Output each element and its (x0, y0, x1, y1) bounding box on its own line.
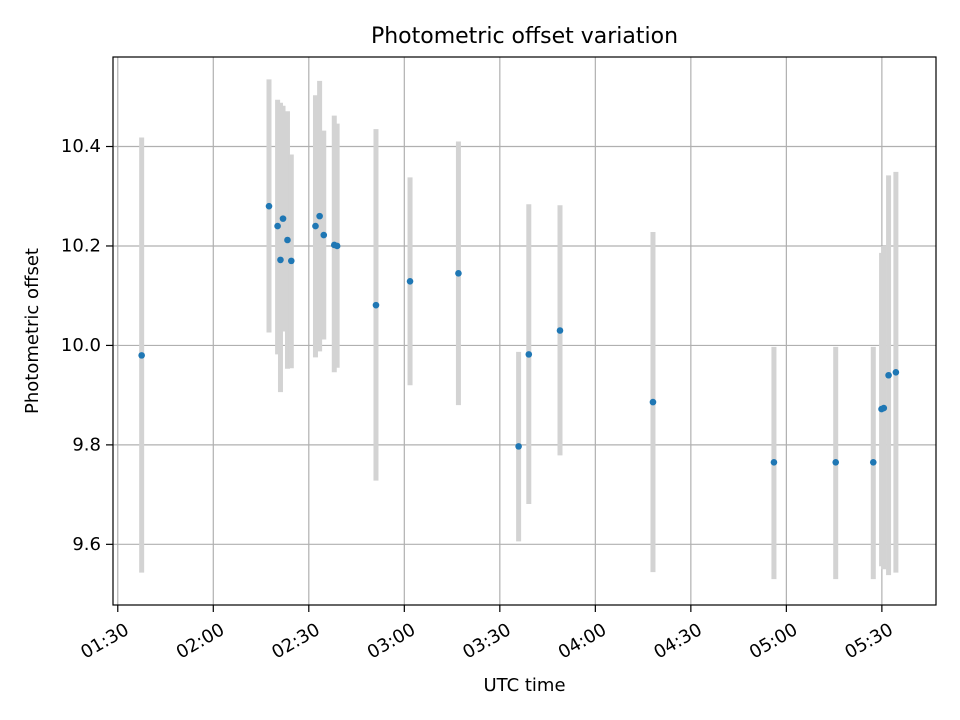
data-point (287, 257, 295, 265)
data-point (455, 270, 462, 277)
x-tick-label: 02:00 (173, 619, 228, 663)
x-tick-label: 04:00 (555, 619, 610, 663)
data-point-layer (138, 202, 900, 466)
data-point (880, 404, 888, 412)
x-tick-label: 03:30 (459, 619, 514, 663)
data-point (333, 242, 341, 250)
x-tick-label: 01:30 (77, 619, 132, 663)
data-point (515, 443, 522, 450)
data-point (556, 327, 564, 334)
data-point (406, 277, 414, 285)
x-tick-label: 04:30 (650, 619, 705, 663)
y-tick-label: 9.6 (72, 534, 101, 555)
data-point (312, 222, 319, 230)
data-point (279, 215, 287, 222)
data-point (372, 301, 380, 309)
data-point (265, 202, 273, 210)
data-point (316, 212, 323, 220)
plot-frame (112, 56, 937, 606)
chart-title: Photometric offset variation (371, 24, 678, 49)
x-axis-label: UTC time (483, 675, 565, 696)
data-point (869, 458, 877, 466)
data-point (138, 352, 145, 359)
tick-layer: 01:30 02:00 02:30 03:00 03:30 04:00 04:30 05:00… (61, 136, 897, 663)
x-tick-label: 03:00 (364, 619, 419, 663)
data-point (892, 368, 900, 376)
data-point (885, 371, 892, 379)
grid-layer (113, 57, 936, 605)
data-point (770, 458, 778, 466)
y-tick-label: 10.4 (61, 136, 101, 157)
y-tick-label: 9.8 (72, 434, 101, 455)
x-tick-label: 02:30 (268, 619, 323, 663)
data-point (320, 231, 328, 239)
data-point (525, 351, 533, 358)
data-point (649, 398, 657, 406)
y-tick-label: 10.2 (61, 235, 101, 256)
y-axis-label: Photometric offset (22, 248, 43, 414)
error-bar-layer (139, 79, 899, 580)
y-tick-label: 10.0 (61, 335, 101, 356)
x-tick-label: 05:30 (841, 619, 896, 663)
data-point (284, 236, 291, 244)
data-point (277, 256, 284, 264)
data-point (274, 222, 281, 230)
x-tick-label: 05:00 (746, 619, 801, 663)
data-point (832, 458, 840, 466)
